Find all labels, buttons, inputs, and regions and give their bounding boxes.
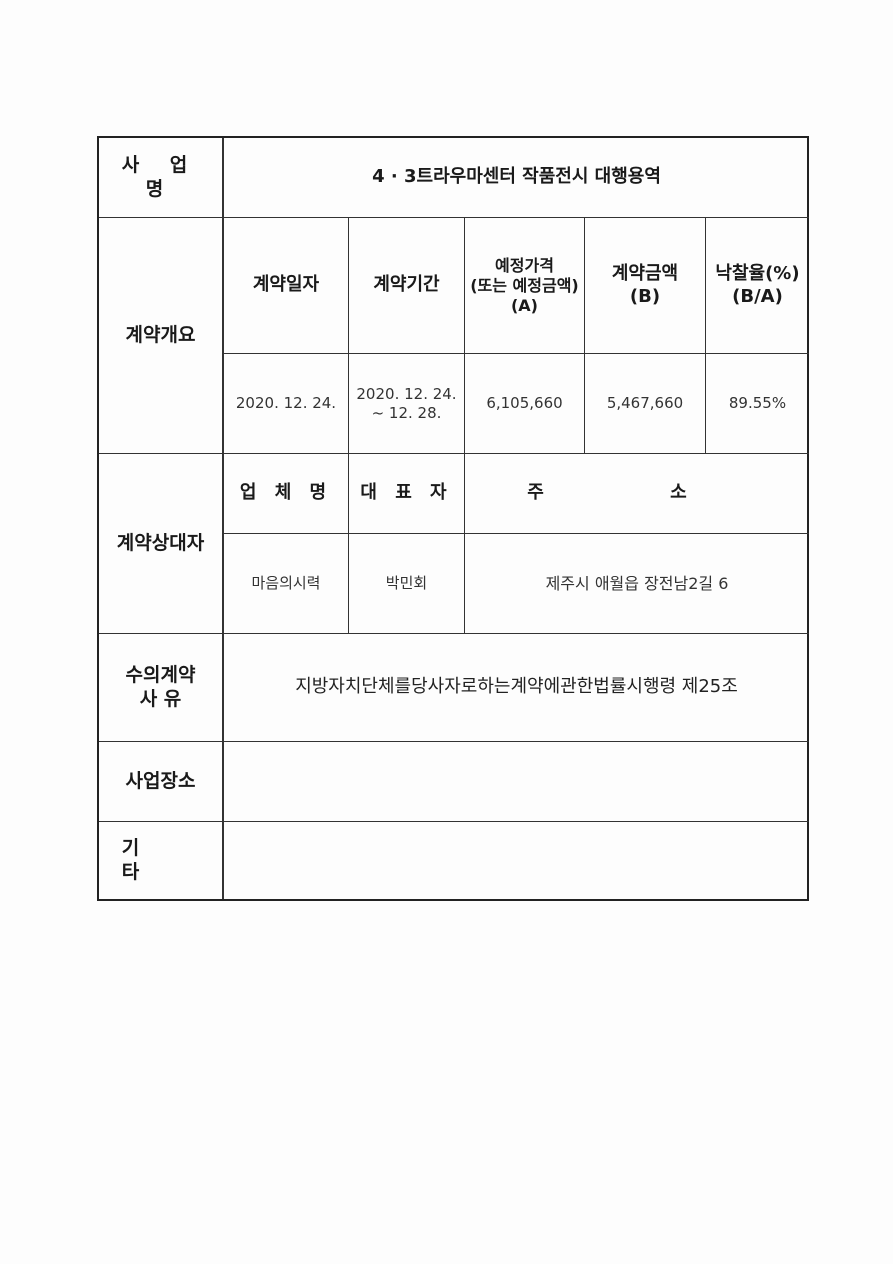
header-estimated-price: 예정가격 (또는 예정금액) (A) [465, 218, 585, 354]
estimated-price-value: 6,105,660 [465, 354, 585, 454]
project-name-value: 4 · 3트라우마센터 작품전시 대행용역 [224, 138, 809, 218]
other-label: 기 타 [99, 822, 224, 899]
header-award-rate: 낙찰율(%) (B/A) [706, 218, 809, 354]
overview-label: 계약개요 [99, 218, 224, 454]
address-value: 제주시 애월읍 장전남2길 6 [465, 534, 809, 634]
award-rate-value: 89.55% [706, 354, 809, 454]
contract-summary-table: 사 업 명 4 · 3트라우마센터 작품전시 대행용역 계약개요 계약일자 계약… [97, 136, 809, 901]
header-address: 주 소 [465, 454, 809, 534]
location-label: 사업장소 [99, 742, 224, 822]
representative-value: 박민회 [349, 534, 465, 634]
contract-date-value: 2020. 12. 24. [224, 354, 349, 454]
header-representative: 대 표 자 [349, 454, 465, 534]
project-name-label: 사 업 명 [99, 138, 224, 218]
location-value [224, 742, 809, 822]
header-company-name: 업 체 명 [224, 454, 349, 534]
counterparty-label: 계약상대자 [99, 454, 224, 634]
header-contract-amount: 계약금액 (B) [585, 218, 706, 354]
contract-amount-value: 5,467,660 [585, 354, 706, 454]
company-name-value: 마음의시력 [224, 534, 349, 634]
header-contract-period: 계약기간 [349, 218, 465, 354]
reason-value: 지방자치단체를당사자로하는계약에관한법률시행령 제25조 [224, 634, 809, 742]
reason-label: 수의계약 사 유 [99, 634, 224, 742]
other-value [224, 822, 809, 899]
contract-period-value: 2020. 12. 24. ~ 12. 28. [349, 354, 465, 454]
header-contract-date: 계약일자 [224, 218, 349, 354]
